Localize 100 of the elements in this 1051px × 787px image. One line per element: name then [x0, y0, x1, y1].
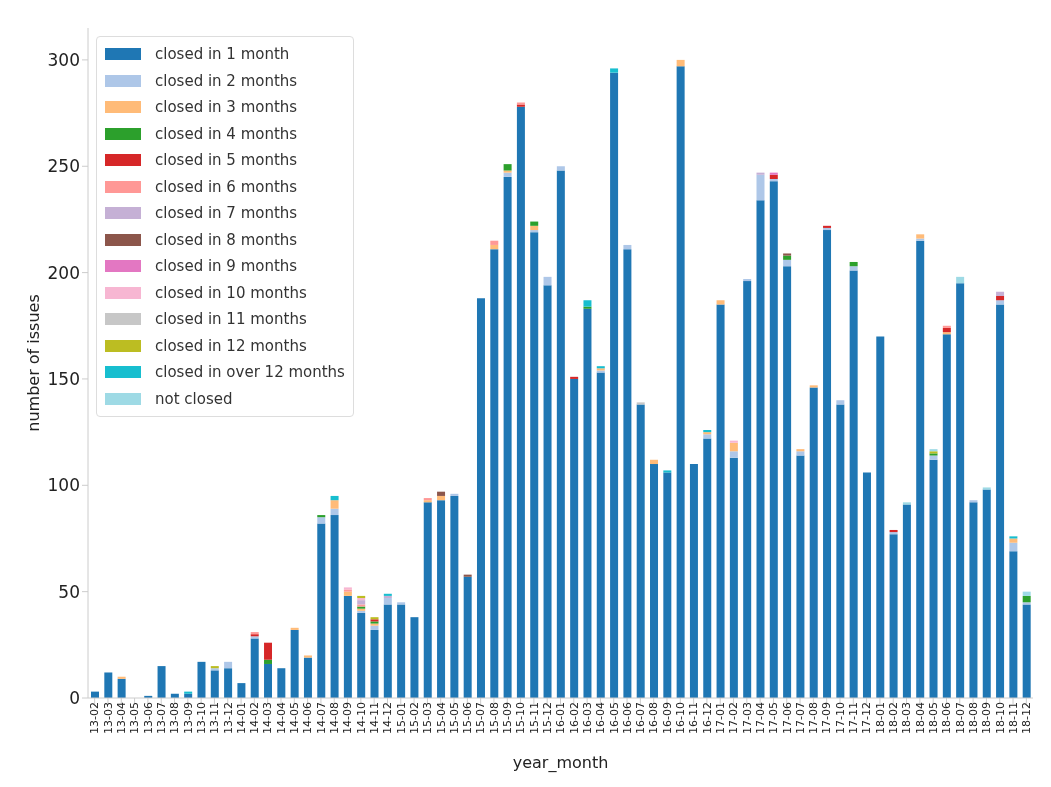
bar	[370, 625, 379, 630]
bar	[982, 489, 991, 698]
x-tick-label: 13-06	[141, 702, 155, 734]
bar	[636, 402, 645, 405]
bar	[823, 230, 832, 698]
x-tick-label: 18-07	[953, 702, 967, 734]
y-tick-label: 50	[58, 581, 80, 602]
bar	[716, 300, 725, 305]
x-tick-label: 14-06	[301, 702, 315, 734]
bar	[809, 387, 818, 698]
x-tick-label: 14-03	[261, 702, 275, 734]
x-tick-label: 14-12	[381, 702, 395, 734]
x-tick-label: 14-01	[234, 702, 248, 734]
bar	[703, 434, 712, 439]
bar	[756, 200, 765, 698]
bar	[756, 172, 765, 175]
bar	[769, 174, 778, 180]
x-tick-label: 17-05	[767, 702, 781, 734]
bar	[849, 266, 858, 271]
bar	[264, 663, 273, 698]
bar	[942, 332, 951, 335]
bar	[729, 442, 738, 452]
x-tick-label: 13-07	[155, 702, 169, 734]
bar	[330, 515, 339, 698]
bar	[836, 404, 845, 698]
bar	[1009, 538, 1018, 543]
bar	[1022, 595, 1031, 603]
bar	[157, 666, 166, 698]
x-tick-label: 15-06	[461, 702, 475, 734]
x-tick-label: 15-02	[407, 702, 421, 734]
bar	[397, 604, 406, 698]
legend-label: closed in 7 months	[155, 204, 298, 223]
bar	[264, 659, 273, 664]
bar	[650, 459, 659, 465]
bar	[437, 500, 446, 698]
x-tick-label: 16-08	[647, 702, 661, 734]
bar	[530, 232, 539, 698]
x-tick-label: 17-08	[807, 702, 821, 734]
x-tick-label: 15-08	[487, 702, 501, 734]
bar	[264, 642, 273, 660]
bar	[104, 672, 113, 698]
x-tick-label: 18-02	[887, 702, 901, 734]
bar	[650, 464, 659, 698]
bar	[929, 455, 938, 460]
x-tick-label: 13-02	[88, 702, 102, 734]
bar	[290, 629, 299, 698]
bar	[543, 285, 552, 698]
legend-label: closed in over 12 months	[155, 363, 345, 382]
bar	[117, 678, 126, 698]
bar	[689, 464, 698, 698]
bar	[370, 629, 379, 698]
bar	[996, 291, 1005, 296]
x-tick-label: 13-05	[128, 702, 142, 734]
bar	[956, 276, 965, 284]
bar	[250, 638, 259, 698]
bar	[703, 438, 712, 698]
bar	[437, 495, 446, 501]
bar	[530, 230, 539, 233]
x-tick-label: 16-07	[634, 702, 648, 734]
bar	[1022, 604, 1031, 698]
x-tick-label: 14-09	[341, 702, 355, 734]
bar	[357, 600, 366, 605]
legend-label: not closed	[155, 389, 233, 408]
x-tick-label: 17-10	[833, 702, 847, 734]
bar	[663, 472, 672, 698]
bar	[636, 404, 645, 698]
legend-label: closed in 3 months	[155, 98, 298, 117]
x-tick-label: 18-12	[1020, 702, 1034, 734]
x-tick-label: 14-08	[328, 702, 342, 734]
bar	[197, 661, 206, 698]
legend-label: closed in 5 months	[155, 151, 298, 170]
bar	[756, 174, 765, 201]
bar	[343, 595, 352, 698]
bar	[969, 502, 978, 698]
x-tick-label: 18-04	[913, 702, 927, 734]
bar	[317, 515, 326, 518]
bar	[503, 170, 512, 173]
x-tick-label: 17-06	[780, 702, 794, 734]
bar	[996, 296, 1005, 301]
bar	[596, 372, 605, 698]
bar	[357, 612, 366, 698]
x-tick-label: 14-04	[274, 702, 288, 734]
x-tick-label: 13-12	[221, 702, 235, 734]
bar	[330, 495, 339, 501]
bar	[303, 657, 312, 698]
bar	[623, 244, 632, 250]
x-tick-label: 16-03	[580, 702, 594, 734]
bar	[450, 493, 459, 496]
bar	[583, 308, 592, 698]
bar	[902, 504, 911, 698]
bar	[303, 655, 312, 658]
y-tick-label: 0	[69, 688, 80, 709]
bar	[383, 604, 392, 698]
bar	[423, 502, 432, 698]
x-tick-label: 15-11	[527, 702, 541, 734]
y-tick-label: 200	[47, 262, 80, 283]
y-tick-label: 250	[47, 156, 80, 177]
bar	[237, 683, 246, 698]
bar	[1009, 536, 1018, 539]
bar	[836, 400, 845, 405]
